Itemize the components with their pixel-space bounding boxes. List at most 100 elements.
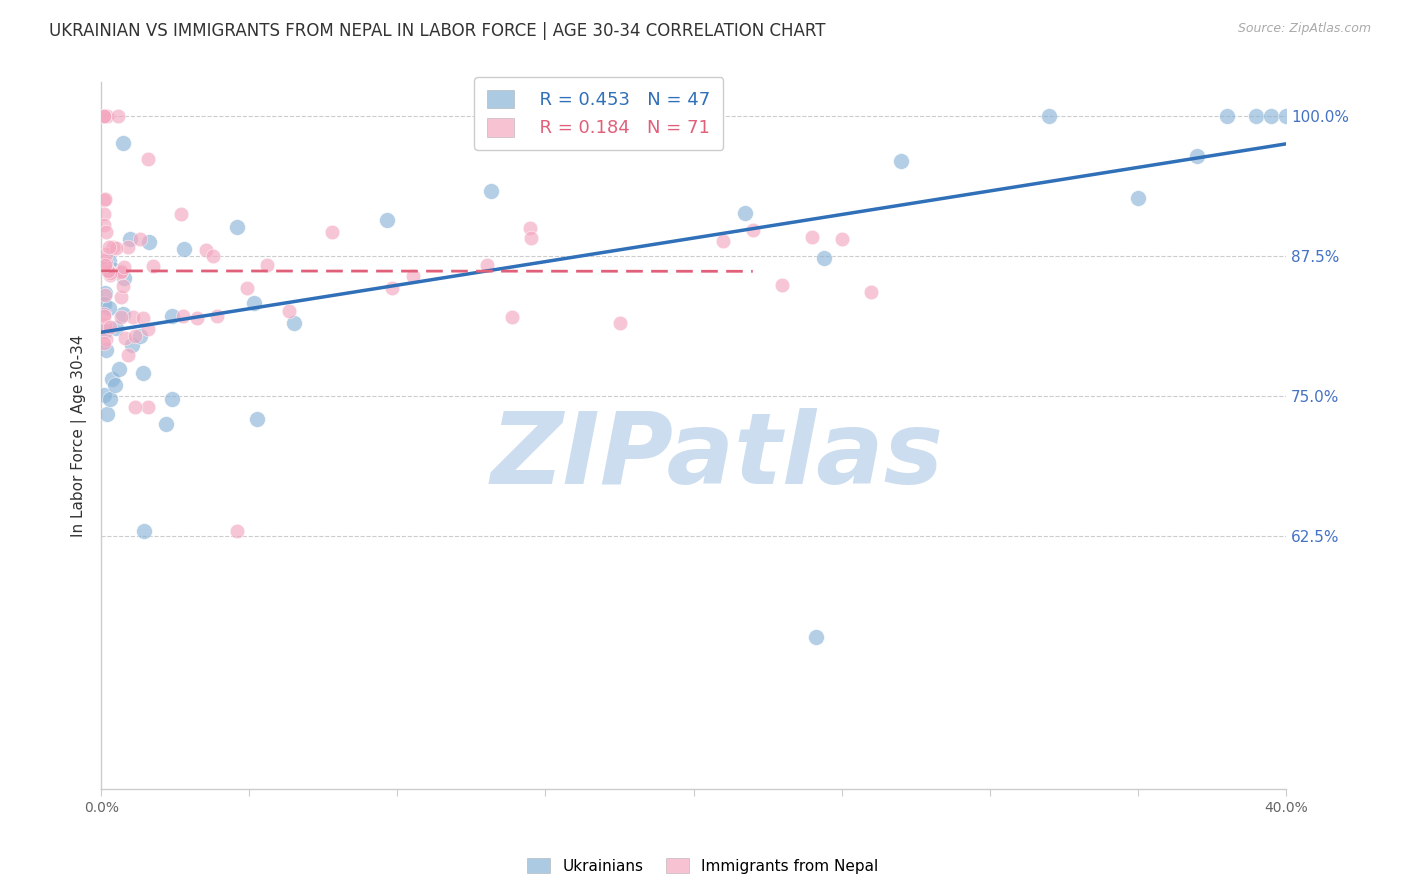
Point [111, 307, 134, 321]
Point [890, 153, 912, 168]
Point [129, 329, 152, 343]
Point [1126, 191, 1149, 205]
Point [96, 408, 118, 422]
Point [609, 316, 631, 330]
Point [98, 268, 121, 283]
Point [381, 280, 404, 294]
Point [94, 262, 117, 277]
Point [172, 309, 194, 323]
Point [1185, 148, 1208, 162]
Point [160, 392, 183, 406]
Point [173, 242, 195, 256]
Point [283, 317, 305, 331]
Point [242, 295, 264, 310]
Point [110, 266, 132, 280]
Point [194, 243, 217, 257]
Point [94, 255, 117, 269]
Point [734, 205, 756, 219]
Point [672, 120, 695, 134]
Point [93, 218, 115, 232]
Point [226, 524, 249, 538]
Point [94, 343, 117, 357]
Point [1275, 109, 1298, 123]
Point [93, 336, 115, 351]
Point [117, 240, 139, 254]
Point [186, 311, 208, 326]
Text: UKRAINIAN VS IMMIGRANTS FROM NEPAL IN LABOR FORCE | AGE 30-34 CORRELATION CHART: UKRAINIAN VS IMMIGRANTS FROM NEPAL IN LA… [49, 22, 825, 40]
Point [162, 309, 184, 323]
Point [111, 279, 134, 293]
Point [111, 136, 134, 150]
Point [114, 260, 136, 275]
Point [98, 301, 121, 315]
Point [94, 332, 117, 346]
Text: Source: ZipAtlas.com: Source: ZipAtlas.com [1237, 22, 1371, 36]
Point [121, 338, 143, 352]
Point [96, 225, 118, 239]
Point [104, 241, 127, 255]
Point [132, 311, 155, 326]
Point [93, 258, 115, 272]
Point [94, 192, 117, 206]
Point [98, 254, 121, 268]
Point [98, 240, 121, 254]
Point [93, 296, 115, 310]
Point [94, 288, 117, 302]
Point [94, 318, 117, 332]
Point [93, 109, 115, 123]
Point [481, 184, 503, 198]
Point [1215, 109, 1237, 123]
Point [770, 278, 793, 293]
Point [103, 378, 125, 392]
Point [93, 109, 115, 123]
Point [110, 264, 132, 278]
Point [124, 401, 146, 415]
Point [124, 328, 146, 343]
Point [1246, 109, 1268, 123]
Point [93, 193, 115, 207]
Point [170, 207, 193, 221]
Point [278, 304, 301, 318]
Point [804, 631, 827, 645]
Point [207, 309, 229, 323]
Point [741, 223, 763, 237]
Point [94, 324, 117, 338]
Point [132, 366, 155, 380]
Point [860, 285, 883, 299]
Point [711, 234, 734, 248]
Point [1260, 109, 1282, 123]
Point [112, 271, 135, 285]
Point [236, 280, 259, 294]
Point [101, 372, 124, 386]
Point [93, 307, 115, 321]
Point [142, 259, 165, 273]
Point [117, 348, 139, 362]
Point [96, 109, 118, 123]
Point [136, 153, 159, 167]
Point [93, 388, 115, 402]
Point [519, 231, 541, 245]
Point [93, 207, 115, 221]
Point [134, 524, 156, 538]
Point [401, 269, 423, 284]
Point [256, 258, 278, 272]
Point [321, 226, 343, 240]
Point [477, 259, 499, 273]
Point [107, 109, 129, 123]
Point [110, 290, 132, 304]
Point [813, 252, 835, 266]
Point [101, 240, 124, 254]
Point [801, 229, 824, 244]
Point [129, 231, 152, 245]
Point [138, 235, 160, 250]
Point [94, 285, 117, 300]
Point [501, 310, 523, 324]
Point [93, 309, 115, 323]
Point [110, 310, 132, 324]
Legend: Ukrainians, Immigrants from Nepal: Ukrainians, Immigrants from Nepal [522, 852, 884, 880]
Point [93, 253, 115, 268]
Point [107, 362, 129, 376]
Point [375, 212, 398, 227]
Point [519, 220, 541, 235]
Point [201, 249, 224, 263]
